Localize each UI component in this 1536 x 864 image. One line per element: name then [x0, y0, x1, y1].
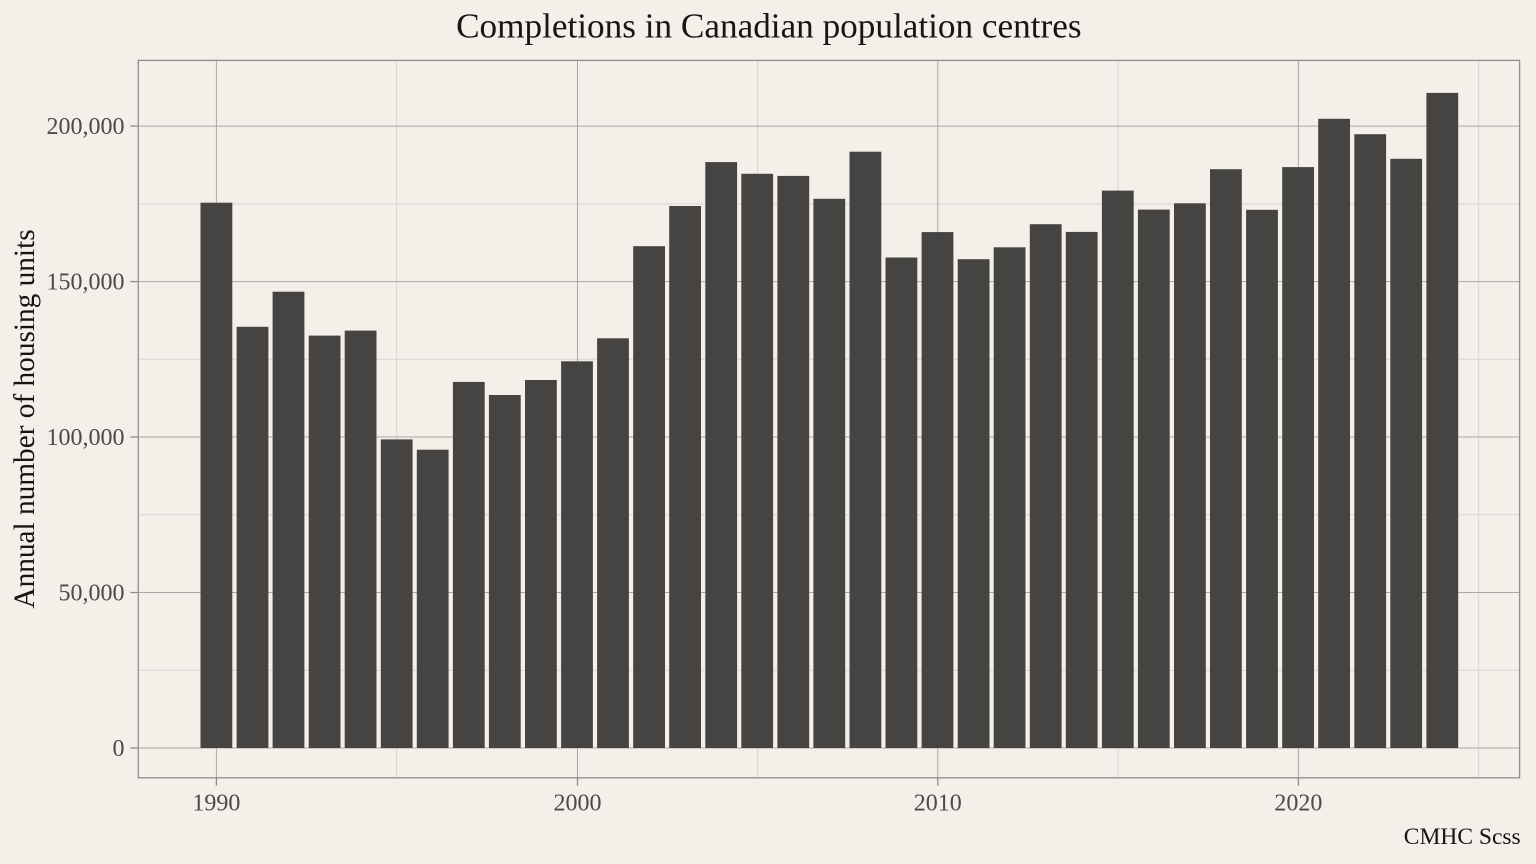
svg-text:200,000: 200,000 — [47, 114, 125, 140]
svg-text:Annual number of housing units: Annual number of housing units — [9, 229, 41, 608]
svg-text:2000: 2000 — [554, 791, 602, 817]
svg-text:Completions in Canadian popula: Completions in Canadian population centr… — [456, 6, 1081, 45]
svg-text:100,000: 100,000 — [47, 425, 125, 451]
svg-text:0: 0 — [113, 736, 125, 762]
svg-text:1990: 1990 — [192, 791, 240, 817]
svg-text:2010: 2010 — [914, 791, 962, 817]
svg-text:CMHC Scss: CMHC Scss — [1404, 824, 1521, 850]
svg-text:50,000: 50,000 — [59, 580, 125, 606]
svg-text:150,000: 150,000 — [47, 269, 125, 295]
svg-text:2020: 2020 — [1274, 791, 1322, 817]
